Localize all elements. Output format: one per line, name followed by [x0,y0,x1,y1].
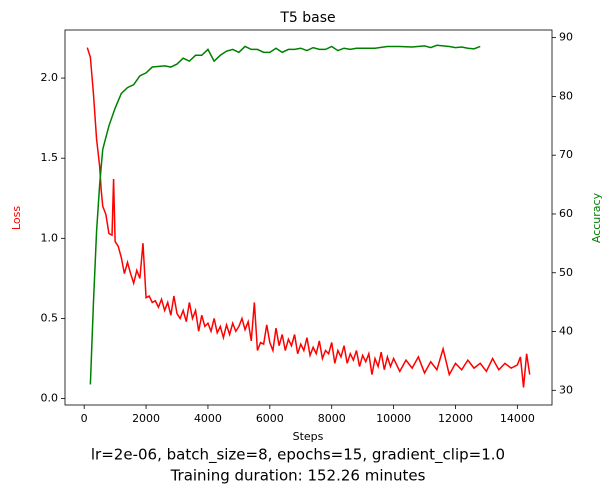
y-axis-label: Loss [10,206,23,230]
note: lr=2e-06, batch_size=8, epochs=15, gradi… [91,446,505,465]
y2-tick-label: 80 [559,89,573,102]
y-tick-label: 1.0 [41,231,59,244]
series-line [89,44,481,385]
plot-frame [64,29,553,406]
note: Training duration: 152.26 minutes [170,467,426,485]
y-tick-label: 1.5 [41,151,59,164]
x-tick-label: 6000 [256,412,284,425]
y2-tick-label: 50 [559,266,573,279]
y2-tick-label: 40 [559,325,573,338]
y2-axis-label: Accuracy [590,192,603,243]
y2-tick-label: 30 [559,383,573,396]
x-tick-label: 12000 [438,412,473,425]
y2-tick-label: 60 [559,207,573,220]
y2-tick-label: 90 [559,31,573,44]
y-tick-label: 0.0 [41,392,59,405]
x-tick-label: 2000 [132,412,160,425]
series-line [86,47,531,388]
x-tick-label: 14000 [500,412,535,425]
chart-title: T5 base [279,10,335,26]
x-tick-label: 4000 [194,412,222,425]
x-axis-label: Steps [293,430,324,443]
x-tick-label: 10000 [376,412,411,425]
y-tick-label: 0.5 [41,311,59,324]
x-tick-label: 0 [81,412,88,425]
y2-tick-label: 70 [559,148,573,161]
x-tick-label: 8000 [318,412,346,425]
y-tick-label: 2.0 [41,71,59,84]
